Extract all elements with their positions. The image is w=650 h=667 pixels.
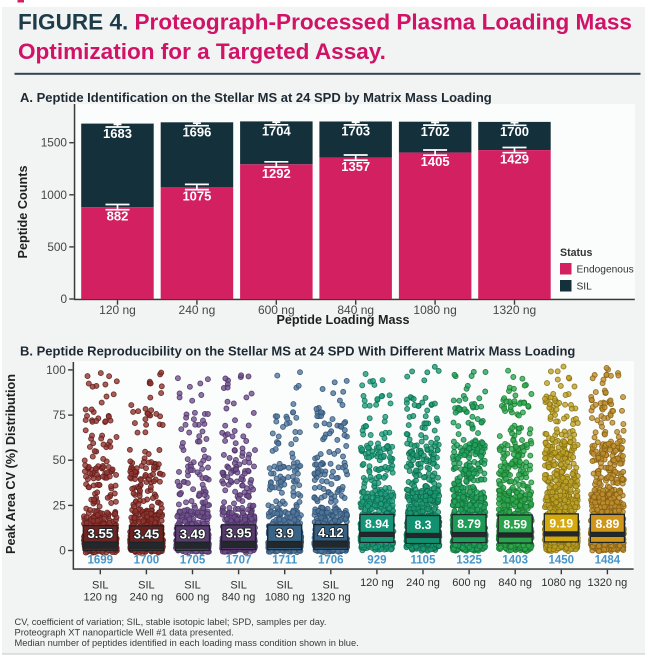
- svg-text:1699: 1699: [88, 555, 114, 567]
- svg-text:1080 ng: 1080 ng: [265, 591, 305, 603]
- svg-text:1704: 1704: [262, 124, 292, 139]
- svg-text:840 ng: 840 ng: [337, 303, 374, 317]
- svg-text:SIL: SIL: [92, 579, 109, 591]
- svg-text:1696: 1696: [182, 125, 211, 140]
- svg-text:1703: 1703: [341, 124, 370, 139]
- svg-text:0: 0: [59, 544, 66, 558]
- svg-text:25: 25: [53, 498, 67, 512]
- svg-text:1700: 1700: [500, 124, 529, 139]
- svg-text:8.79: 8.79: [457, 517, 481, 531]
- svg-text:Status: Status: [560, 247, 592, 259]
- svg-text:SIL: SIL: [276, 579, 293, 591]
- svg-text:120 ng: 120 ng: [360, 577, 394, 589]
- svg-text:1450: 1450: [549, 555, 575, 567]
- svg-text:1484: 1484: [595, 555, 621, 567]
- svg-text:1357: 1357: [341, 159, 370, 174]
- svg-text:Optimization for a Targeted As: Optimization for a Targeted Assay.: [18, 39, 386, 64]
- svg-text:1683: 1683: [103, 126, 132, 141]
- svg-text:240 ng: 240 ng: [130, 591, 164, 603]
- svg-text:1320 ng: 1320 ng: [588, 577, 628, 589]
- svg-text:8.94: 8.94: [365, 517, 389, 531]
- svg-text:8.59: 8.59: [503, 517, 527, 531]
- svg-text:882: 882: [107, 209, 129, 224]
- svg-text:1403: 1403: [502, 555, 528, 567]
- svg-text:8.89: 8.89: [596, 517, 620, 531]
- svg-text:1706: 1706: [318, 555, 344, 567]
- svg-text:1405: 1405: [421, 154, 450, 169]
- svg-text:600 ng: 600 ng: [176, 591, 210, 603]
- svg-text:929: 929: [367, 555, 386, 567]
- svg-text:1711: 1711: [272, 555, 298, 567]
- svg-text:Peptide Counts: Peptide Counts: [16, 165, 30, 258]
- svg-text:1075: 1075: [182, 189, 211, 204]
- svg-text:1429: 1429: [500, 152, 529, 167]
- svg-text:3.55: 3.55: [87, 526, 113, 541]
- svg-text:120 ng: 120 ng: [99, 303, 136, 317]
- svg-text:B. Peptide Reproducibility on: B. Peptide Reproducibility on the Stella…: [20, 343, 575, 358]
- svg-text:Proteograph XT nanoparticle We: Proteograph XT nanoparticle Well #1 data…: [15, 628, 234, 638]
- svg-text:Peptide Loading Mass: Peptide Loading Mass: [277, 313, 410, 327]
- svg-text:100: 100: [46, 363, 66, 377]
- svg-text:1320 ng: 1320 ng: [493, 303, 536, 317]
- svg-text:840 ng: 840 ng: [498, 577, 532, 589]
- svg-text:SIL: SIL: [323, 579, 340, 591]
- svg-text:1080 ng: 1080 ng: [413, 303, 456, 317]
- svg-text:A. Peptide Identification on t: A. Peptide Identification on the Stellar…: [20, 90, 492, 105]
- svg-text:50: 50: [53, 453, 67, 467]
- svg-text:1325: 1325: [456, 555, 482, 567]
- svg-text:1000: 1000: [41, 188, 68, 202]
- svg-text:9.19: 9.19: [549, 516, 573, 530]
- svg-text:500: 500: [47, 240, 67, 254]
- svg-text:840 ng: 840 ng: [222, 591, 256, 603]
- svg-text:1105: 1105: [411, 555, 437, 567]
- svg-text:Peak Area CV (%) Distribution: Peak Area CV (%) Distribution: [4, 374, 18, 554]
- svg-text:1705: 1705: [180, 555, 206, 567]
- svg-text:600 ng: 600 ng: [452, 577, 486, 589]
- svg-text:1292: 1292: [262, 166, 291, 181]
- svg-text:Endogenous: Endogenous: [577, 265, 634, 276]
- svg-text:1702: 1702: [421, 124, 450, 139]
- svg-text:4.12: 4.12: [318, 525, 344, 540]
- svg-text:SIL: SIL: [577, 282, 593, 293]
- svg-text:SIL: SIL: [138, 579, 155, 591]
- svg-text:1700: 1700: [134, 555, 160, 567]
- svg-text:1707: 1707: [226, 555, 252, 567]
- svg-text:75: 75: [53, 408, 67, 422]
- svg-text:3.45: 3.45: [134, 526, 160, 541]
- svg-text:SIL: SIL: [184, 579, 201, 591]
- svg-text:240 ng: 240 ng: [179, 303, 216, 317]
- svg-text:3.9: 3.9: [276, 526, 294, 541]
- svg-text:1080 ng: 1080 ng: [541, 577, 581, 589]
- svg-text:1500: 1500: [41, 136, 68, 150]
- svg-text:SIL: SIL: [230, 579, 247, 591]
- svg-text:3.95: 3.95: [226, 526, 252, 541]
- svg-text:120 ng: 120 ng: [83, 591, 117, 603]
- svg-text:Median number of peptides iden: Median number of peptides identified in …: [15, 638, 359, 648]
- svg-text:600 ng: 600 ng: [258, 303, 295, 317]
- svg-text:0: 0: [60, 292, 67, 306]
- svg-text:CV, coefficient of variation;: CV, coefficient of variation; SIL, stabl…: [15, 617, 327, 627]
- svg-text:1320 ng: 1320 ng: [311, 591, 351, 603]
- svg-text:8.3: 8.3: [415, 518, 432, 532]
- svg-text:FIGURE 4. Proteograph-Processe: FIGURE 4. Proteograph-Processed Plasma L…: [18, 10, 632, 35]
- svg-text:3.49: 3.49: [180, 526, 206, 541]
- svg-text:240 ng: 240 ng: [406, 577, 440, 589]
